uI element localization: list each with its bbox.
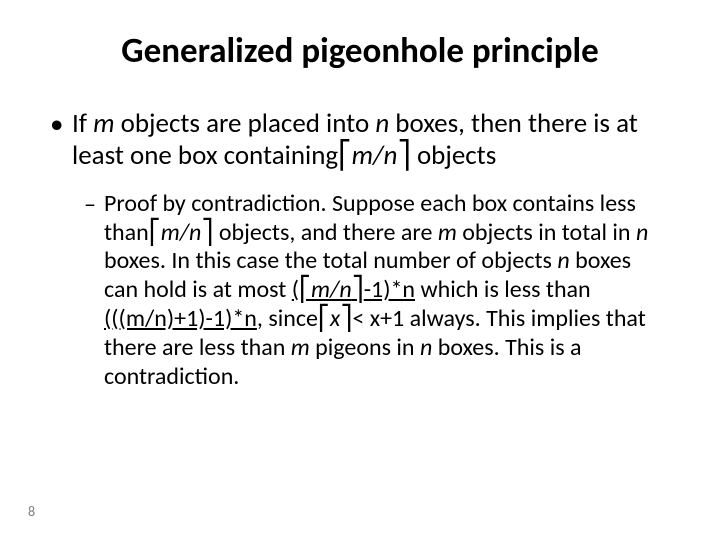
t: which is less than xyxy=(415,275,591,304)
var-m: m xyxy=(438,218,457,247)
ceil-close-icon: ⎤ xyxy=(397,140,411,170)
var-n: n xyxy=(636,218,648,247)
var-n: n xyxy=(557,246,569,275)
sub-bullet-text: Proof by contradiction. Suppose each box… xyxy=(104,190,670,392)
var-m: m xyxy=(93,107,114,140)
expr-mn: m/n xyxy=(311,275,352,304)
var-m: m xyxy=(291,333,310,362)
page-number: 8 xyxy=(28,503,35,520)
ceil-open-icon: ⎡ xyxy=(338,140,352,170)
t: ( xyxy=(292,275,299,304)
ceil-close-icon: ⎤ xyxy=(352,276,364,303)
dash-icon: – xyxy=(84,190,104,392)
underline-expr1: (⎡m/n⎤-1)*n xyxy=(292,275,415,304)
t: , since xyxy=(257,304,318,333)
t: -1)*n xyxy=(364,275,415,304)
t: objects are placed into xyxy=(115,107,376,140)
t: objects in total in xyxy=(457,218,636,247)
var-n: n xyxy=(375,107,389,140)
expr-mn: m/n xyxy=(352,139,398,172)
ceil-open-icon: ⎡ xyxy=(318,305,330,332)
ceil-close-icon: ⎤ xyxy=(201,219,213,246)
bullet-icon: • xyxy=(50,108,72,172)
ceil-close-icon: ⎤ xyxy=(340,305,352,332)
slide-title: Generalized pigeonhole principle xyxy=(50,30,670,72)
sub-bullet: – Proof by contradiction. Suppose each b… xyxy=(84,190,670,392)
t: pigeons in xyxy=(310,333,420,362)
t: boxes. In this case the total number of … xyxy=(104,246,557,275)
main-bullet-text: If m objects are placed into n boxes, th… xyxy=(72,108,670,172)
main-bullet: • If m objects are placed into n boxes, … xyxy=(50,108,670,172)
slide: Generalized pigeonhole principle • If m … xyxy=(0,0,720,540)
underline-expr2: (((m/n)+1)-1)*n xyxy=(104,304,257,333)
t: objects xyxy=(411,139,496,172)
ceil-open-icon: ⎡ xyxy=(149,219,161,246)
t: objects, and there are xyxy=(213,218,437,247)
expr-mn: m/n xyxy=(161,218,202,247)
var-x: x xyxy=(330,304,340,333)
t: If xyxy=(72,107,93,140)
var-n: n xyxy=(420,333,432,362)
ceil-open-icon: ⎡ xyxy=(299,276,311,303)
